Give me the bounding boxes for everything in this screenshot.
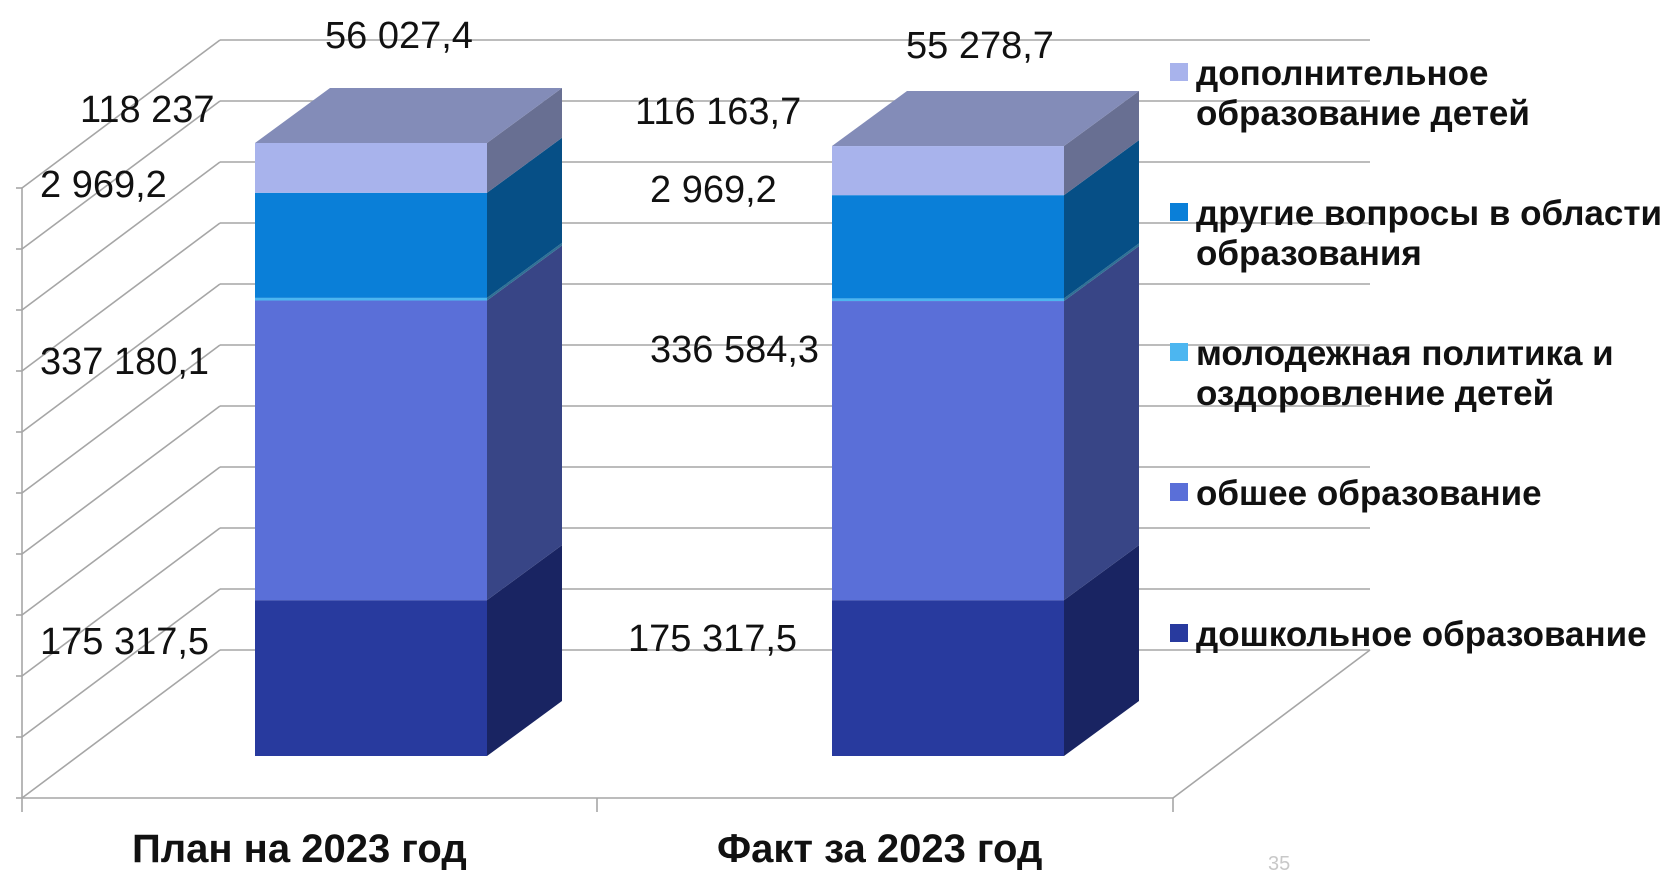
bar-segment-side (1064, 243, 1139, 302)
legend-swatch (1170, 63, 1188, 81)
bar-segment (832, 298, 1064, 302)
bar-stack (832, 91, 1139, 756)
data-label: 2 969,2 (40, 164, 167, 206)
bar-top-face (255, 88, 562, 143)
bar-segment-side (487, 137, 562, 298)
bar-segment-side (487, 245, 562, 601)
category-labels: План на 2023 год Факт за 2023 год (132, 827, 1042, 871)
depth-line (21, 161, 221, 311)
category-label: План на 2023 год (132, 827, 467, 871)
bar-segment-side (1064, 91, 1139, 196)
bar-segment (832, 195, 1064, 299)
bar-segment (832, 301, 1064, 601)
legend-swatch (1170, 343, 1188, 361)
legend-label: оздоровление детей (1196, 374, 1554, 413)
legend-label: другие вопросы в области (1196, 194, 1660, 233)
bar-segment (255, 600, 487, 756)
chart-grid (21, 39, 1370, 799)
bar-segment-side (487, 242, 562, 301)
category-label: Факт за 2023 год (717, 827, 1042, 871)
data-label: 56 027,4 (325, 15, 473, 57)
bar-segment (255, 297, 487, 301)
depth-line (21, 405, 221, 555)
bar-segment-side (487, 88, 562, 193)
bar-segment (832, 600, 1064, 756)
data-label: 336 584,3 (650, 329, 819, 371)
data-label: 175 317,5 (628, 618, 797, 660)
bar-segment-side (487, 545, 562, 756)
floor-side-line (1172, 649, 1371, 799)
bar-segment-side (1064, 545, 1139, 756)
legend-label: молодежная политика и (1196, 334, 1614, 373)
legend-label: обшее образование (1196, 474, 1542, 513)
chart-bars (255, 88, 1139, 756)
bar-top-face (832, 91, 1139, 147)
depth-line (21, 283, 221, 433)
depth-line (21, 527, 221, 677)
legend-label: дошкольное образование (1196, 615, 1647, 654)
legend-label: образование детей (1196, 94, 1530, 133)
legend-swatch (1170, 203, 1188, 221)
bar-stack (255, 88, 562, 756)
depth-line (21, 222, 221, 372)
data-label: 175 317,5 (40, 621, 209, 663)
depth-line (21, 344, 221, 494)
legend-swatch (1170, 483, 1188, 501)
data-label: 2 969,2 (650, 169, 777, 211)
data-label: 118 237 (80, 89, 215, 131)
data-labels: 175 317,5 337 180,1 2 969,2 118 237 56 027,4… (40, 15, 1054, 663)
depth-line (21, 649, 221, 799)
depth-line (21, 588, 221, 738)
chart-axes (16, 187, 1371, 812)
legend-swatch (1170, 624, 1188, 642)
depth-line (21, 39, 221, 189)
legend-label: дополнительное (1196, 54, 1488, 93)
page-number: 35 (1268, 853, 1290, 872)
data-label: 116 163,7 (635, 91, 801, 133)
bar-segment (255, 143, 487, 193)
bar-segment (255, 192, 487, 298)
legend-item: дошкольное образование (1170, 615, 1647, 654)
legend-label: образования (1196, 234, 1422, 273)
bar-segment-side (1064, 246, 1139, 601)
depth-line (21, 466, 221, 616)
data-label: 55 278,7 (906, 25, 1054, 67)
legend-item: обшее образование (1170, 474, 1542, 513)
data-label: 337 180,1 (40, 341, 209, 383)
bar-segment-side (1064, 140, 1139, 299)
bar-segment (255, 300, 487, 601)
bar-segment (832, 146, 1064, 196)
depth-line (21, 100, 221, 250)
